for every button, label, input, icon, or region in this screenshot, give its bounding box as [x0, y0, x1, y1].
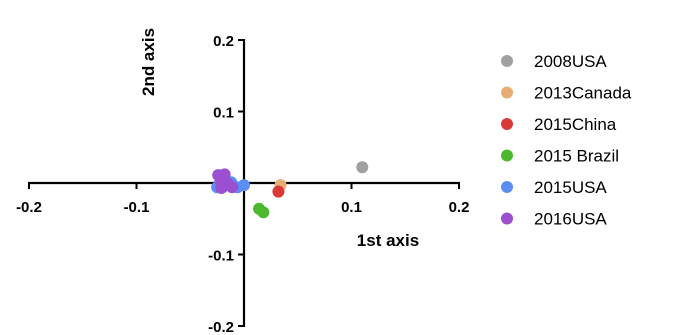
- legend-label: 2015USA: [534, 178, 607, 197]
- legend-marker: [501, 149, 513, 162]
- y-tick-label: 0.1: [213, 105, 234, 122]
- data-point: [356, 161, 369, 174]
- legend-label: 2015China: [534, 115, 617, 134]
- legend-marker: [501, 86, 513, 99]
- legend-marker: [501, 212, 513, 225]
- x-axis-title: 1st axis: [357, 231, 419, 250]
- data-points: [211, 161, 369, 219]
- axis-ticks: -0.2 -0.1 0.1 0.2 0.2 0.1 -0.1 -0.2: [16, 33, 469, 335]
- y-tick-label: -0.2: [208, 319, 234, 335]
- data-point: [226, 181, 239, 194]
- x-tick-label: 0.1: [341, 199, 362, 216]
- legend-marker: [501, 181, 513, 193]
- data-point: [272, 185, 285, 198]
- x-tick-label: -0.1: [124, 199, 150, 216]
- legend-label: 2015 Brazil: [534, 147, 619, 166]
- y-tick-label: -0.1: [208, 248, 234, 265]
- legend-label: 2013Canada: [534, 84, 632, 103]
- x-tick-label: -0.2: [16, 199, 42, 216]
- data-point: [257, 206, 270, 219]
- legend-label: 2008USA: [534, 52, 607, 71]
- legend-marker: [501, 118, 513, 130]
- legend-label: 2016USA: [534, 210, 607, 229]
- x-tick-label: 0.2: [449, 199, 470, 216]
- y-tick-label: 0.2: [213, 33, 234, 50]
- y-axis-title: 2nd axis: [139, 28, 158, 96]
- data-point: [238, 179, 250, 192]
- legend: 2008USA 2013Canada 2015China 2015 Brazil 201…: [501, 52, 632, 229]
- data-point: [215, 182, 228, 195]
- legend-marker: [501, 55, 513, 67]
